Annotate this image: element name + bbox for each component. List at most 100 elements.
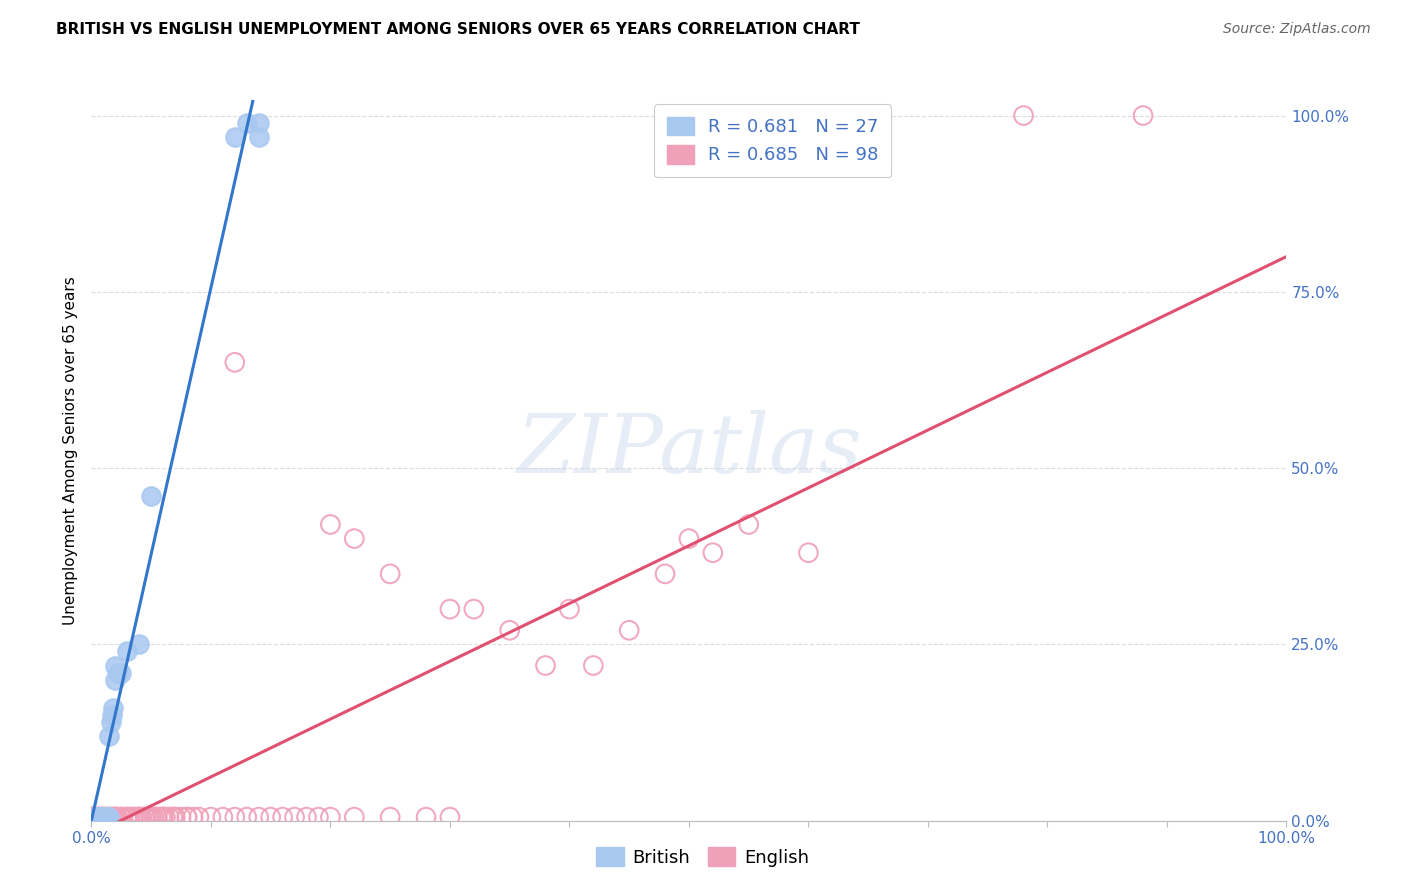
Point xyxy=(98,810,121,824)
Legend: British, English: British, English xyxy=(589,840,817,874)
Point xyxy=(118,810,141,824)
Point xyxy=(737,517,759,532)
Point xyxy=(157,810,180,824)
Text: ZIPatlas: ZIPatlas xyxy=(516,410,862,491)
Point xyxy=(141,489,162,503)
Point xyxy=(82,810,104,824)
Point xyxy=(86,810,108,824)
Point xyxy=(141,810,162,824)
Point xyxy=(84,810,107,824)
Point xyxy=(558,602,581,616)
Point xyxy=(93,810,114,824)
Point xyxy=(115,810,138,824)
Point xyxy=(247,129,270,144)
Point xyxy=(439,602,461,616)
Point xyxy=(93,810,114,824)
Point xyxy=(128,810,150,824)
Point xyxy=(80,810,103,824)
Point xyxy=(271,810,294,824)
Point xyxy=(378,810,402,824)
Point xyxy=(259,810,281,824)
Point xyxy=(856,129,880,144)
Point xyxy=(146,810,169,824)
Point xyxy=(115,810,138,824)
Point xyxy=(128,637,150,651)
Point xyxy=(96,810,118,824)
Point xyxy=(155,810,177,824)
Point xyxy=(110,810,132,824)
Point xyxy=(211,810,233,824)
Point xyxy=(163,810,186,824)
Point xyxy=(415,810,437,824)
Point xyxy=(87,810,110,824)
Point xyxy=(170,810,193,824)
Text: BRITISH VS ENGLISH UNEMPLOYMENT AMONG SENIORS OVER 65 YEARS CORRELATION CHART: BRITISH VS ENGLISH UNEMPLOYMENT AMONG SE… xyxy=(56,22,860,37)
Point xyxy=(181,810,204,824)
Point xyxy=(142,810,165,824)
Point xyxy=(131,810,153,824)
Point xyxy=(162,810,184,824)
Point xyxy=(125,810,148,824)
Point xyxy=(91,810,114,824)
Point xyxy=(104,810,127,824)
Point xyxy=(176,810,198,824)
Point xyxy=(702,546,724,560)
Point xyxy=(439,810,461,824)
Point xyxy=(247,115,270,129)
Point xyxy=(101,701,124,715)
Point xyxy=(343,532,366,546)
Point xyxy=(128,810,150,824)
Point xyxy=(80,810,103,824)
Point xyxy=(107,810,129,824)
Point xyxy=(93,810,114,824)
Point xyxy=(83,810,105,824)
Point xyxy=(100,707,122,722)
Point xyxy=(115,810,138,824)
Point xyxy=(224,355,246,369)
Point xyxy=(224,810,246,824)
Point xyxy=(295,810,318,824)
Point xyxy=(87,810,110,824)
Point xyxy=(307,810,329,824)
Point xyxy=(83,810,105,824)
Point xyxy=(101,810,124,824)
Point xyxy=(163,810,186,824)
Point xyxy=(104,658,127,673)
Point xyxy=(94,810,117,824)
Point xyxy=(93,810,114,824)
Point xyxy=(378,566,402,581)
Point xyxy=(97,810,120,824)
Point xyxy=(86,810,108,824)
Point xyxy=(247,810,270,824)
Point xyxy=(146,810,169,824)
Point xyxy=(134,810,156,824)
Point xyxy=(319,810,342,824)
Point xyxy=(104,810,127,824)
Point xyxy=(654,566,676,581)
Point xyxy=(104,673,127,687)
Point xyxy=(284,810,307,824)
Point xyxy=(152,810,174,824)
Point xyxy=(104,810,127,824)
Text: Source: ZipAtlas.com: Source: ZipAtlas.com xyxy=(1223,22,1371,37)
Point xyxy=(1132,109,1154,123)
Point xyxy=(100,810,122,824)
Point xyxy=(98,810,121,824)
Point xyxy=(152,810,174,824)
Point xyxy=(98,729,121,743)
Point xyxy=(96,810,118,824)
Point xyxy=(582,658,605,673)
Point xyxy=(82,810,104,824)
Point xyxy=(534,658,557,673)
Point xyxy=(84,810,107,824)
Point xyxy=(138,810,160,824)
Point xyxy=(90,810,112,824)
Point xyxy=(89,810,111,824)
Point xyxy=(224,129,246,144)
Point xyxy=(134,810,156,824)
Point xyxy=(110,665,132,680)
Point xyxy=(797,546,820,560)
Point xyxy=(94,810,117,824)
Point xyxy=(86,810,108,824)
Point xyxy=(187,810,211,824)
